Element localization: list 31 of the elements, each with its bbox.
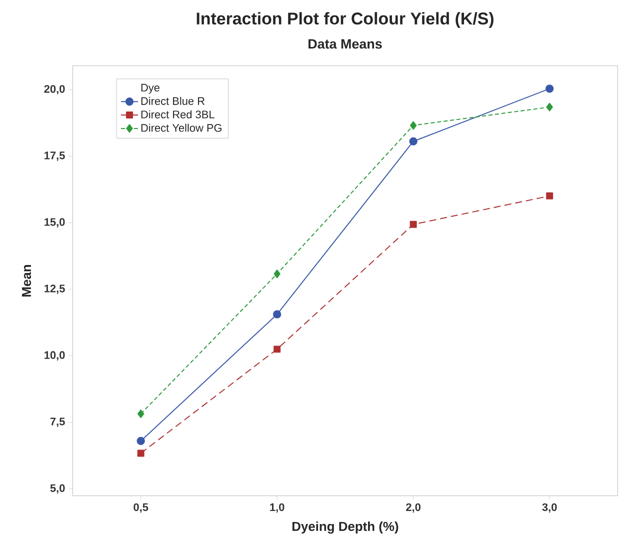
point: [137, 450, 144, 457]
x-axis-title: Dyeing Depth (%): [292, 521, 398, 534]
point: [274, 270, 280, 278]
point: [410, 220, 417, 228]
legend-label: Direct Yellow PG: [141, 124, 222, 132]
y-axis-title: Mean: [22, 265, 32, 296]
chart-title: Interaction Plot for Colour Yield (K/S): [196, 12, 494, 28]
point: [546, 192, 554, 200]
y-tick-label: 17,5: [44, 152, 65, 161]
x-tick-label: 2,0: [406, 503, 420, 513]
legend-label: Direct Blue R: [141, 96, 205, 105]
y-tick-label: 20,0: [44, 85, 65, 94]
point: [546, 102, 553, 112]
point: [136, 436, 145, 446]
x-tick-label: 0,5: [134, 503, 148, 513]
point: [274, 346, 281, 353]
y-tick-label: 12,5: [44, 284, 65, 294]
legend-title: Dye: [141, 84, 160, 94]
x-tick-label: 1,0: [270, 503, 284, 513]
y-tick-label: 15,0: [44, 218, 65, 228]
y-tick-label: 10,0: [44, 351, 65, 361]
point: [137, 410, 144, 418]
x-tick-label: 3,0: [542, 503, 557, 513]
point: [410, 121, 417, 130]
point: [272, 310, 282, 318]
point: [409, 137, 418, 146]
chart-subtitle: Data Means: [308, 39, 382, 49]
legend-label: Direct Red 3BL: [141, 110, 214, 118]
y-tick-label: 5,0: [50, 484, 65, 494]
point: [545, 84, 554, 93]
y-tick-label: 7,5: [50, 418, 65, 427]
